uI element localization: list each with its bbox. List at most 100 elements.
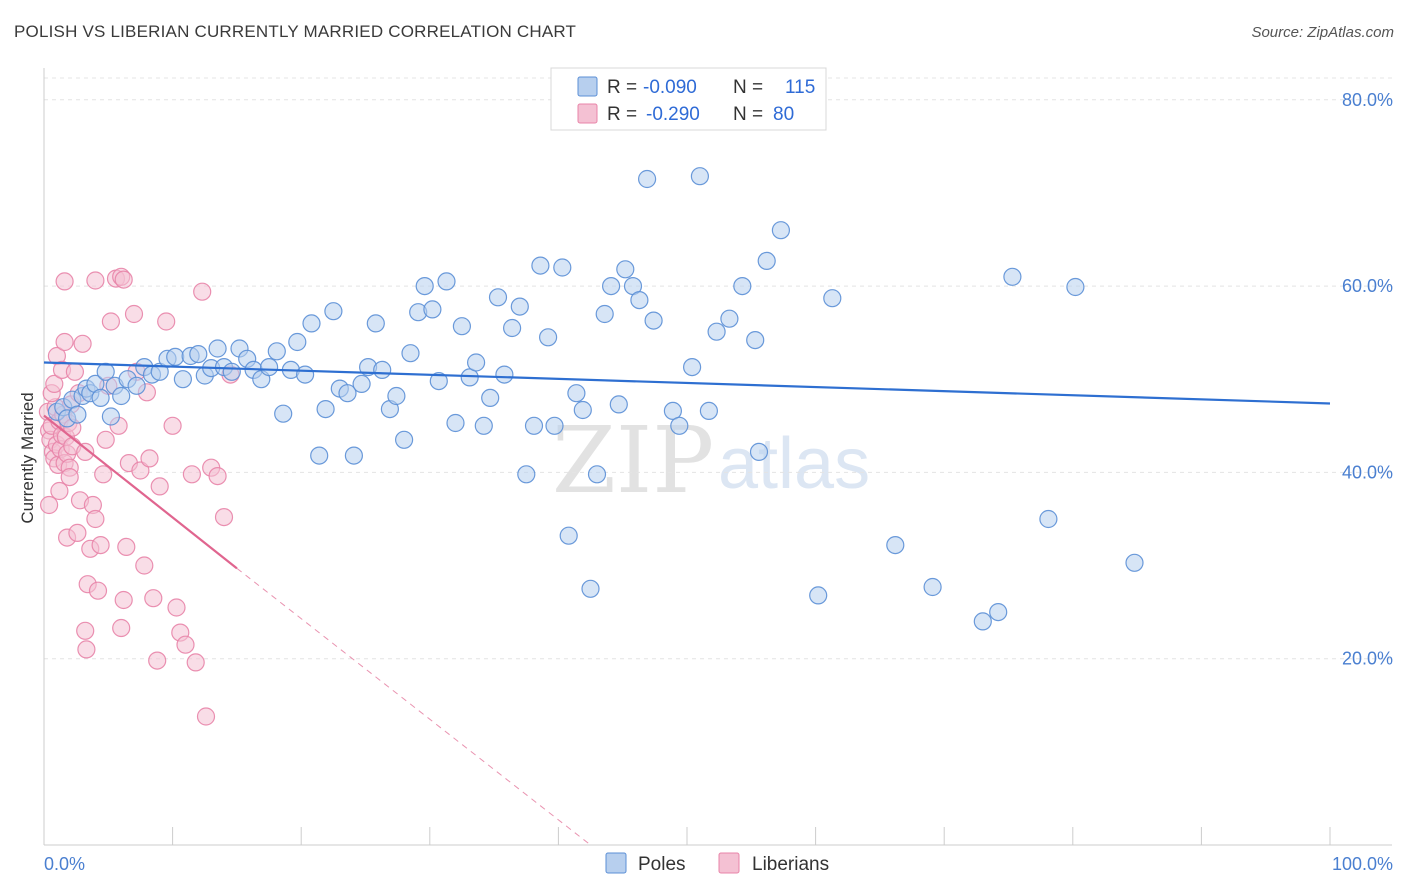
poles-point-111 [1125,553,1144,572]
poles-point-56 [423,300,442,319]
liberians-point-79 [114,270,133,289]
poles-point-10 [96,362,115,381]
bottom-legend-poles-label: Poles [638,854,686,875]
poles-point-15 [127,376,146,395]
poles-point-63 [474,416,493,435]
y-tick-label-60: 60.0% [1342,276,1393,296]
poles-point-35 [274,404,293,423]
series-legend: Poles Liberians [605,852,829,875]
poles-point-85 [630,291,649,310]
poles-point-75 [559,526,578,545]
liberians-point-48 [114,590,133,610]
poles-point-72 [538,328,558,347]
liberians-point-68 [196,707,216,726]
poles-point-95 [707,322,726,341]
poles-series [47,90,1144,631]
poles-point-82 [609,395,628,414]
liberians-point-30 [65,362,85,381]
poles-point-49 [373,360,392,379]
liberians-point-77 [86,271,105,290]
legend-liberians-r-label: R = [607,104,637,125]
poles-point-100 [757,251,776,270]
legend-poles-swatch [577,76,598,97]
poles-point-93 [690,167,710,186]
legend-poles-r-label: R = [607,77,637,98]
poles-point-33 [260,358,279,377]
liberians-point-39 [88,581,108,600]
liberians-point-31 [68,523,87,543]
poles-point-107 [989,602,1008,622]
poles-point-62 [467,353,486,372]
x-tick-label-0: 0.0% [44,854,85,874]
liberians-point-34 [76,442,95,461]
y-tick-label-20: 20.0% [1342,649,1393,669]
correlation-legend: R = -0.090 N = 115 R = -0.290 N = 80 [550,67,827,131]
poles-point-48 [366,314,385,333]
poles-point-34 [267,342,286,361]
poles-point-108 [1003,267,1022,286]
poles-point-102 [809,586,828,605]
poles-point-11 [101,407,121,426]
poles-point-41 [316,400,335,419]
liberians-point-38 [86,509,105,529]
liberians-point-56 [140,449,159,468]
poles-trendline [43,361,1331,405]
trendlines [43,361,1331,846]
liberians-point-26 [55,332,74,352]
poles-point-58 [437,272,456,291]
poles-point-79 [587,465,607,484]
liberians-point-61 [163,416,182,435]
poles-point-91 [670,416,689,435]
poles-point-9 [91,388,110,407]
poles-point-51 [387,386,406,406]
poles-point-86 [637,169,657,189]
liberians-series [38,267,240,726]
poles-point-101 [771,221,791,240]
liberians-point-57 [144,589,163,608]
liberians-point-54 [135,556,154,575]
poles-point-105 [923,577,942,597]
liberians-trendline [43,414,238,570]
legend-liberians-r-value: -0.290 [646,104,700,125]
poles-point-59 [446,413,465,433]
liberians-point-41 [94,465,113,484]
bottom-legend-liberians-swatch [718,852,740,874]
y-tick-label-80: 80.0% [1342,90,1393,110]
poles-point-55 [415,277,434,296]
liberians-point-20 [39,495,59,515]
poles-point-97 [733,277,752,296]
liberians-point-49 [117,537,136,557]
poles-point-98 [746,331,765,350]
poles-point-46 [352,374,371,393]
poles-point-57 [429,372,448,391]
legend-liberians-swatch [577,103,598,124]
watermark-zip: ZIP [552,407,714,514]
poles-point-69 [517,465,536,484]
liberians-point-40 [91,535,110,555]
poles-point-81 [601,277,621,296]
poles-point-104 [886,535,905,555]
liberians-point-73 [76,621,95,640]
poles-point-94 [699,401,719,420]
poles-point-68 [510,297,529,316]
liberians-point-67 [193,282,212,301]
liberians-point-24 [50,481,69,501]
bottom-legend-liberians-label: Liberians [752,854,829,875]
poles-point-109 [1039,509,1058,529]
liberians-point-70 [208,467,227,486]
source-label: Source: ZipAtlas.com [1251,24,1394,41]
liberians-point-22 [45,374,64,393]
poles-point-67 [502,318,522,338]
legend-poles-n-label: N = [733,77,763,98]
poles-point-78 [581,579,600,598]
liberians-point-62 [167,598,186,617]
poles-point-52 [395,430,414,449]
poles-point-60 [452,317,471,336]
poles-point-44 [338,384,357,403]
poles-point-28 [222,362,241,381]
poles-point-80 [595,304,614,324]
poles-point-71 [531,256,550,275]
poles-point-110 [1066,277,1085,297]
liberians-point-44 [101,312,121,331]
